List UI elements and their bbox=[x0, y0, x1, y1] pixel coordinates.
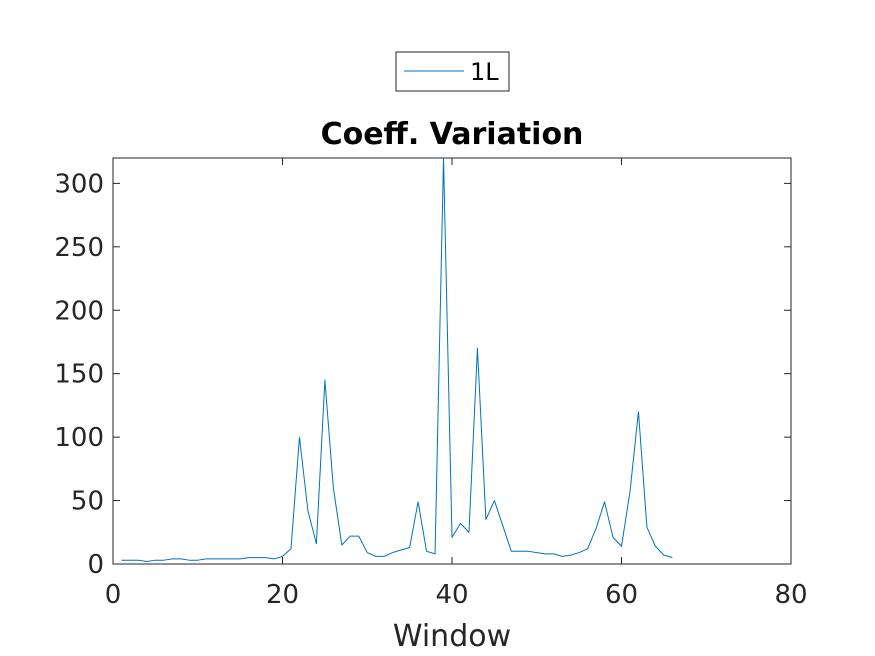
y-tick-label: 100 bbox=[54, 423, 104, 453]
series-line-1L bbox=[121, 157, 673, 562]
axes-box bbox=[112, 157, 792, 565]
y-tick-label: 300 bbox=[54, 169, 104, 199]
x-axis-label: Window bbox=[393, 619, 511, 654]
x-tick-label: 40 bbox=[435, 580, 468, 610]
x-axis: 0 20 40 60 80 bbox=[105, 158, 808, 610]
x-tick-label: 20 bbox=[266, 580, 299, 610]
y-axis: 0 50 100 150 200 250 300 bbox=[54, 169, 791, 580]
y-tick-label: 50 bbox=[71, 487, 104, 517]
y-tick-label: 250 bbox=[54, 233, 104, 263]
y-tick-label: 0 bbox=[87, 550, 104, 580]
y-tick-label: 200 bbox=[54, 296, 104, 326]
chart-title: Coeff. Variation bbox=[321, 117, 584, 152]
x-tick-label: 80 bbox=[774, 580, 807, 610]
x-tick-label: 60 bbox=[605, 580, 638, 610]
y-tick-label: 150 bbox=[54, 360, 104, 390]
legend: 1L bbox=[395, 51, 510, 92]
x-tick-label: 0 bbox=[105, 580, 122, 610]
legend-label: 1L bbox=[470, 58, 499, 86]
plot-area: 0 20 40 60 80 0 50 100 150 200 250 300 bbox=[54, 157, 808, 610]
